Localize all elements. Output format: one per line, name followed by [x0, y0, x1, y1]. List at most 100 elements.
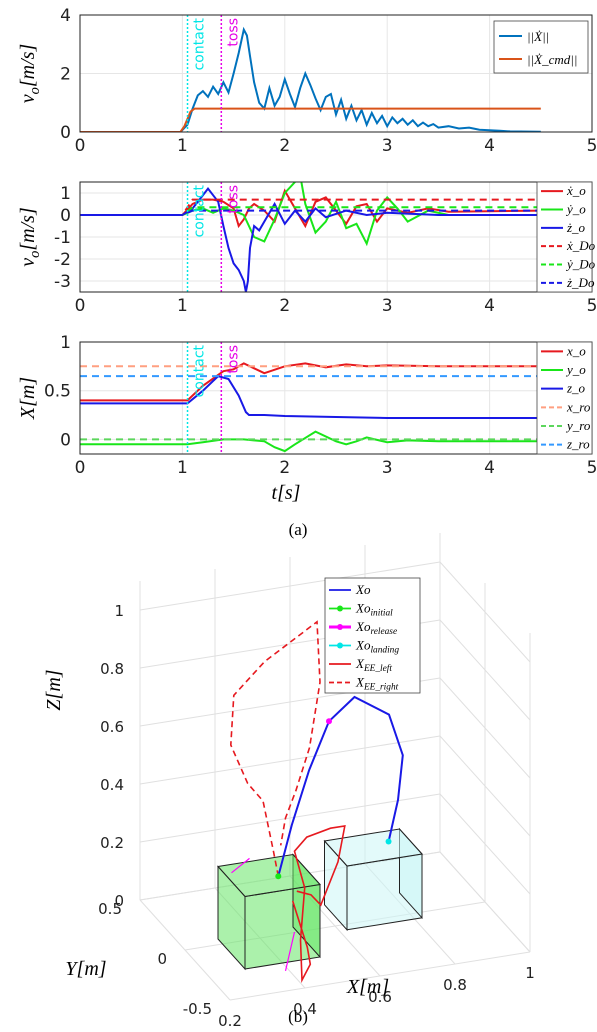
- axes-frame: [79, 14, 593, 133]
- z-tick-label: 0.2: [100, 834, 124, 852]
- x-tick-label: 5: [587, 136, 597, 156]
- x-tick-label: 1: [177, 136, 188, 156]
- x-tick-label: 2: [279, 136, 290, 156]
- plot-velocity-components: 0 1 2 3 4 5-3-2-101 contact tossvo[m/s]ẋ_oẏ_oż_…: [17, 181, 597, 316]
- series-line: [80, 362, 541, 402]
- grid-line: [439, 677, 531, 779]
- y-tick-label: 0.5: [98, 900, 122, 918]
- x-tick-label: 3: [382, 296, 393, 316]
- ee-right-trajectory: [229, 620, 321, 877]
- x-tick-label: 1: [525, 964, 535, 982]
- object-trajectory: [277, 695, 404, 877]
- toss-label: toss: [225, 185, 241, 214]
- ee-left-trajectory: [291, 825, 346, 984]
- series-line: [80, 186, 541, 292]
- x-tick-label: 3: [382, 458, 393, 478]
- grid-line: [439, 735, 531, 837]
- contact-label: contact: [192, 184, 208, 237]
- y-axis-label: X[m]: [17, 377, 39, 420]
- x-tick-label: 0: [75, 458, 86, 478]
- x-tick-label: 5: [587, 296, 597, 316]
- x-tick-label: 4: [484, 136, 495, 156]
- plot-area: [80, 362, 541, 453]
- caption-a: (a): [289, 520, 308, 539]
- box-face: [217, 865, 246, 971]
- x-tick-label: 3: [382, 136, 393, 156]
- contact-label: contact: [192, 17, 208, 70]
- legend-label: x_o: [566, 343, 586, 358]
- legend-label: Xoinitial: [355, 601, 393, 619]
- x-tick-label: 2: [279, 458, 290, 478]
- series-line: [80, 209, 541, 216]
- legend-label: ẏ_o: [565, 202, 586, 217]
- y-axis-label: vo[m/s]: [17, 207, 43, 266]
- release-tick: [231, 857, 250, 874]
- y-axis-label: vo[m/s]: [17, 44, 43, 103]
- y-tick-label: 2: [60, 65, 71, 85]
- legend-label: ż_Do: [566, 275, 595, 290]
- legend-label: z_o: [566, 381, 586, 396]
- legend-box: [493, 20, 589, 74]
- x-tick-label: 0: [75, 136, 86, 156]
- grid-line: [139, 793, 441, 843]
- x-tick-label: 4: [484, 296, 495, 316]
- series-line: [80, 182, 541, 247]
- legend-label: x_ro: [566, 399, 591, 414]
- legend-marker: [337, 624, 343, 630]
- legend-box: [536, 341, 593, 455]
- y-tick-label: 0.5: [44, 382, 71, 402]
- series-line: [80, 26, 541, 132]
- z-axis-label: Z[m]: [43, 669, 65, 710]
- plot-3d-trajectory: 00.20.40.60.81-0.500.50.20.40.60.81Z[m]Y…: [43, 533, 535, 1030]
- y-tick-label: -1: [54, 228, 71, 248]
- x-tick-label: 2: [279, 296, 290, 316]
- grid-line: [139, 561, 441, 611]
- box-face: [324, 839, 348, 932]
- grid-line: [439, 851, 531, 953]
- plot-area: [80, 26, 541, 132]
- contact-label: contact: [192, 344, 208, 397]
- landing-marker: [385, 838, 392, 845]
- x-tick-label: 1: [177, 296, 188, 316]
- legend-label: ż_o: [566, 220, 586, 235]
- y-tick-label: -2: [54, 250, 71, 270]
- caption-b: (b): [288, 1007, 308, 1026]
- y-tick-label: 1: [60, 333, 71, 353]
- legend-label: ||Ẋ_cmd||: [527, 52, 577, 67]
- place-box: [323, 827, 423, 932]
- legend-label: y_ro: [565, 418, 591, 433]
- plot-position: 0 1 2 3 4 5 0 0.5 1 contact toss X[m] t[s] x_o y_o z_ox…: [17, 333, 597, 504]
- legend-label: XEE_right: [355, 675, 399, 693]
- grid-line: [439, 561, 531, 663]
- legend-label: z_ro: [566, 437, 590, 452]
- z-tick-label: 1: [114, 602, 124, 620]
- release-marker: [326, 718, 332, 725]
- x-axis-label: X[m]: [346, 976, 389, 998]
- z-tick-label: 0.6: [100, 718, 124, 736]
- legend-box: [324, 577, 421, 694]
- legend-label: ẏ_Do: [565, 257, 596, 272]
- y-tick-label: 0: [60, 123, 71, 143]
- legend-label: ẋ_o: [566, 183, 586, 198]
- x-tick-label: 0: [75, 296, 86, 316]
- legend-marker: [337, 642, 343, 649]
- toss-label: toss: [225, 18, 241, 47]
- legend-label: y_o: [565, 362, 586, 377]
- x-tick-label: 0.2: [218, 1012, 242, 1030]
- legend-label: Xorelease: [355, 619, 397, 637]
- series-line: [80, 107, 541, 132]
- legend-label: Xolanding: [355, 638, 399, 656]
- y-tick-label: -3: [54, 272, 71, 292]
- z-tick-label: 0.4: [100, 776, 124, 794]
- legend-label: Xo: [355, 582, 371, 597]
- grid-line: [229, 951, 531, 1001]
- legend-label: ||Ẋ||: [527, 29, 549, 44]
- legend-label: XEE_left: [355, 656, 392, 674]
- grid-line: [439, 793, 531, 895]
- legend-box: [536, 181, 593, 293]
- x-tick-label: 0.4: [293, 1000, 317, 1018]
- z-tick-label: 0: [114, 892, 124, 910]
- y-axis-label: Y[m]: [65, 958, 106, 980]
- x-tick-label: 1: [177, 458, 188, 478]
